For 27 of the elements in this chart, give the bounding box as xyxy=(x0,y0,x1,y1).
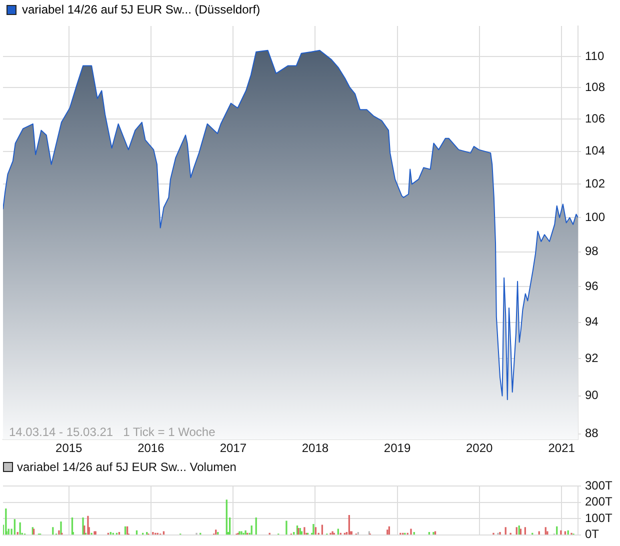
x-tick-label: 2018 xyxy=(302,441,329,456)
y-tick-label: 200T xyxy=(585,494,614,509)
x-tick-label: 2021 xyxy=(548,441,576,456)
x-tick-label: 2017 xyxy=(220,441,247,456)
y-tick-label: 98 xyxy=(585,244,599,258)
y-tick-label: 104 xyxy=(585,144,606,158)
y-tick-label: 90 xyxy=(585,388,599,402)
x-tick-label: 2020 xyxy=(466,441,493,456)
y-tick-label: 108 xyxy=(585,80,606,94)
y-tick-label: 88 xyxy=(585,426,599,440)
y-tick-label: 96 xyxy=(585,278,599,293)
y-tick-label: 94 xyxy=(585,314,599,329)
text: variabel 14/26 auf 5J EUR Sw... Volumen xyxy=(17,460,236,474)
y-tick-label: 100 xyxy=(585,210,606,224)
y-tick-label: 100T xyxy=(585,510,614,525)
legend-label: variabel 14/26 auf 5J EUR Sw... (Düsseldorf) xyxy=(22,2,260,16)
y-tick-label: 106 xyxy=(585,111,606,126)
y-tick-label: 102 xyxy=(585,176,606,190)
annotation: 1 Tick = 1 Woche xyxy=(123,424,216,439)
x-tick-label: 2019 xyxy=(384,441,411,456)
y-tick-label: 92 xyxy=(585,350,599,365)
y-tick-label: 110 xyxy=(585,48,604,63)
y-tick-label: 0T xyxy=(585,527,600,542)
y-tick-label: 300T xyxy=(585,478,614,493)
x-tick-label: 2016 xyxy=(138,441,165,456)
x-tick-label: 2015 xyxy=(56,441,83,456)
annotation: 14.03.14 - 15.03.21 xyxy=(9,424,114,439)
